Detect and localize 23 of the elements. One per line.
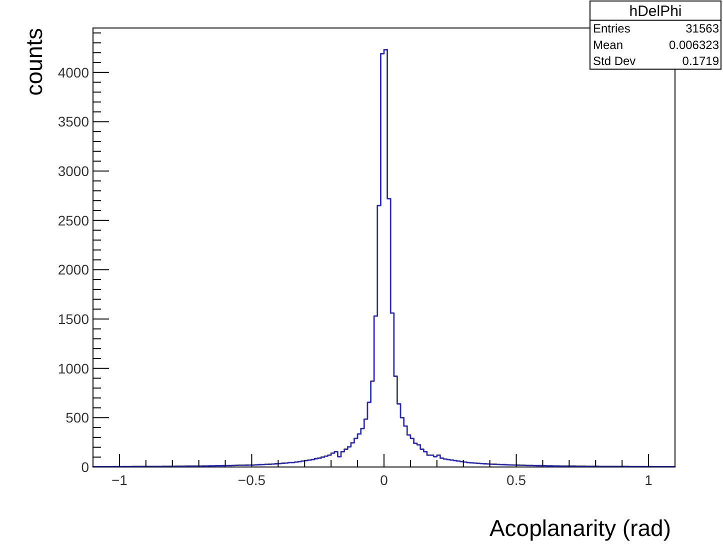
x-axis-title: Acoplanarity (rad): [489, 515, 671, 541]
y-tick-label: 3000: [58, 163, 90, 180]
y-tick-label: 3500: [58, 114, 90, 130]
text: 0.1719: [682, 54, 720, 68]
x-tick-label: 0: [380, 472, 388, 488]
y-tick-label: 500: [66, 410, 90, 426]
y-tick-label: 1500: [58, 311, 90, 328]
text: hDelPhi: [629, 3, 682, 20]
x-tick-label: 1: [644, 472, 653, 488]
annotation: 0.006323: [668, 38, 720, 52]
annotation: Mean: [593, 38, 624, 52]
y-tick-label: 1000: [58, 360, 90, 376]
y-tick-label: 0: [81, 459, 90, 475]
y-tick-label: 4000: [58, 64, 90, 80]
y-axis-title: counts: [21, 28, 47, 96]
annotation: Std Dev: [593, 54, 636, 68]
y-tick-label: 2500: [58, 212, 90, 228]
x-tick-label: −1: [111, 472, 128, 488]
x-tick-label: −0.5: [238, 472, 266, 488]
x-tick-label: 0.5: [506, 472, 526, 488]
y-tick-label: 2000: [58, 262, 90, 278]
text: 31563: [686, 22, 720, 36]
annotation: Entries: [593, 22, 630, 36]
